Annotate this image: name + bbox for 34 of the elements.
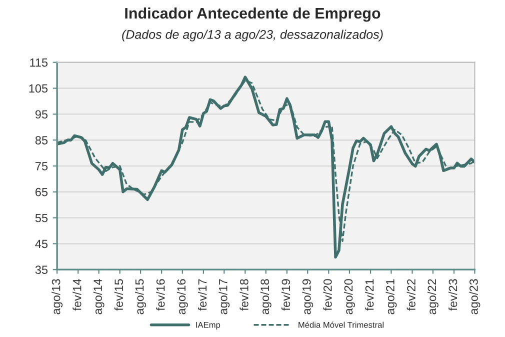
y-tick-label: 115 — [30, 58, 48, 67]
y-tick-label: 65 — [36, 188, 48, 196]
x-tick-label: fev/19 — [281, 279, 290, 311]
x-tick-label: fev/15 — [114, 279, 124, 311]
x-tick-label: ago/22 — [427, 279, 438, 314]
y-tick-label: 95 — [35, 110, 48, 119]
x-tick-label: fev/16 — [156, 279, 165, 311]
x-tick-label: ago/20 — [344, 279, 355, 314]
x-tick-label: ago/18 — [260, 279, 272, 314]
x-tick-label: ago/23 — [469, 279, 480, 314]
x-tick-label: ago/16 — [176, 279, 188, 314]
x-tick-label: ago/14 — [93, 278, 104, 314]
x-tick-label: ago/17 — [218, 279, 230, 314]
y-tick-label: 85 — [35, 136, 48, 144]
y-tick-label: 105 — [29, 84, 48, 93]
x-tick-label: ago/19 — [302, 279, 314, 314]
x-tick-label: fev/18 — [240, 279, 248, 311]
x-tick-label: ago/21 — [386, 279, 397, 314]
y-tick-label: 75 — [36, 162, 48, 170]
x-tick-label: fev/21 — [365, 279, 374, 311]
x-tick-label: ago/13 — [52, 279, 63, 314]
chart-subtitle: (Dados de ago/13 a ago/23, dessazonalizados) — [122, 30, 383, 42]
y-tick-label: 35 — [35, 266, 48, 274]
legend-label: Média Móvel Trimestral — [298, 322, 384, 328]
x-tick-label: ago/15 — [135, 279, 146, 314]
x-tick-label: fev/20 — [323, 279, 332, 311]
x-tick-label: fev/17 — [198, 279, 207, 311]
legend-label: IAEmp — [196, 322, 220, 330]
x-tick-label: fev/23 — [448, 279, 458, 311]
y-tick-label: 55 — [35, 214, 48, 222]
chart-title: Indicador Antecedente de Emprego — [125, 7, 380, 22]
x-tick-label: fev/14 — [72, 278, 82, 311]
y-tick-label: 45 — [35, 240, 48, 248]
x-tick-label: fev/22 — [406, 279, 416, 311]
